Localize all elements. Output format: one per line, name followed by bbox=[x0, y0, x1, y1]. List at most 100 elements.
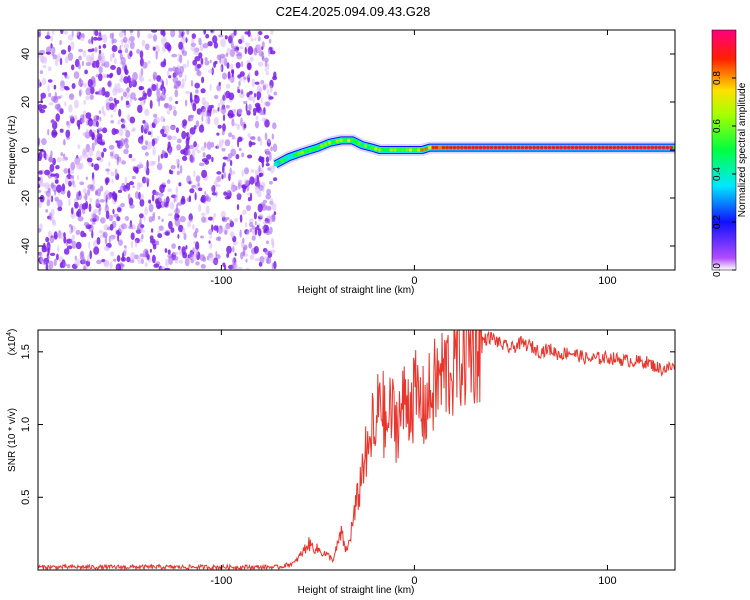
track-core-point bbox=[616, 145, 620, 150]
noise-blob bbox=[259, 138, 263, 146]
noise-blob bbox=[125, 143, 130, 149]
noise-blob bbox=[199, 112, 205, 117]
noise-blob bbox=[103, 260, 110, 268]
noise-blob bbox=[244, 167, 249, 175]
noise-blob bbox=[130, 252, 136, 261]
noise-blob bbox=[110, 120, 115, 124]
noise-blob bbox=[113, 258, 117, 262]
noise-blob bbox=[85, 176, 89, 180]
noise-blob bbox=[262, 84, 267, 91]
top-x-axis-label: Height of straight line (km) bbox=[298, 285, 415, 296]
y-tick-label: -40 bbox=[20, 238, 32, 254]
noise-blob bbox=[67, 190, 71, 199]
noise-blob bbox=[100, 217, 106, 224]
noise-blob bbox=[60, 49, 67, 55]
noise-blob bbox=[124, 69, 129, 75]
noise-blob bbox=[140, 124, 144, 134]
noise-blob bbox=[170, 30, 176, 38]
noise-blob bbox=[256, 224, 260, 231]
noise-blob bbox=[224, 139, 231, 147]
noise-blob bbox=[91, 133, 95, 141]
noise-blob bbox=[268, 180, 273, 185]
noise-blob bbox=[218, 139, 223, 148]
noise-blob bbox=[118, 239, 123, 246]
noise-blob bbox=[127, 75, 131, 84]
noise-blob bbox=[69, 225, 76, 232]
noise-blob bbox=[260, 79, 263, 86]
noise-blob bbox=[94, 47, 98, 53]
track-core-point bbox=[593, 145, 598, 150]
noise-blob bbox=[245, 103, 248, 112]
noise-blob bbox=[38, 251, 43, 257]
noise-blob bbox=[128, 153, 133, 159]
noise-blob bbox=[123, 43, 130, 49]
y-exponent-label: (x104) bbox=[6, 329, 18, 356]
noise-blob bbox=[255, 115, 259, 121]
colorbar-tick-label: 0.0 bbox=[712, 263, 723, 277]
noise-blob bbox=[248, 221, 254, 228]
noise-blob bbox=[59, 86, 65, 92]
noise-blob bbox=[83, 148, 88, 154]
colorbar-ticks: 0.0 0.2 0.4 0.6 0.8 bbox=[712, 71, 736, 277]
noise-blob bbox=[256, 91, 262, 99]
noise-blob bbox=[187, 221, 192, 228]
noise-blob bbox=[121, 40, 124, 47]
noise-blob bbox=[217, 143, 220, 149]
noise-blob bbox=[237, 181, 241, 190]
noise-blob bbox=[120, 95, 124, 101]
track-core-point bbox=[377, 148, 382, 152]
noise-blob bbox=[157, 135, 160, 141]
noise-blob bbox=[181, 36, 187, 40]
noise-blob bbox=[267, 89, 270, 95]
noise-blob bbox=[191, 33, 196, 39]
noise-blob bbox=[38, 170, 43, 175]
noise-blob bbox=[50, 195, 54, 203]
track-core-point bbox=[283, 157, 288, 161]
noise-blob bbox=[185, 90, 191, 95]
x-tick-label: 100 bbox=[598, 275, 616, 287]
noise-blob bbox=[169, 201, 175, 210]
noise-blob bbox=[151, 30, 158, 33]
noise-blob bbox=[248, 90, 253, 95]
noise-blob bbox=[156, 162, 163, 171]
noise-blob bbox=[184, 74, 187, 82]
noise-blob bbox=[38, 103, 43, 111]
track-core-point bbox=[441, 145, 446, 150]
noise-blob bbox=[64, 176, 69, 185]
noise-blob bbox=[245, 267, 251, 270]
noise-blob bbox=[141, 39, 146, 47]
noise-blob bbox=[54, 189, 57, 196]
noise-blob bbox=[70, 41, 75, 51]
noise-blob bbox=[246, 110, 251, 116]
noise-blob bbox=[140, 193, 144, 201]
noise-blob bbox=[96, 37, 103, 41]
track-core-point bbox=[323, 142, 328, 147]
noise-blob bbox=[56, 200, 60, 206]
colorbar-tick-label: 0.2 bbox=[712, 215, 723, 229]
noise-blob bbox=[87, 184, 94, 190]
track-core-point bbox=[277, 160, 281, 165]
noise-blob bbox=[170, 170, 174, 175]
noise-blob bbox=[83, 265, 87, 270]
noise-blob bbox=[191, 149, 196, 158]
noise-blob bbox=[79, 251, 84, 260]
noise-blob bbox=[250, 38, 254, 42]
noise-blob bbox=[60, 30, 64, 35]
noise-blob bbox=[134, 239, 138, 248]
noise-blob bbox=[144, 262, 148, 268]
noise-blob bbox=[77, 144, 81, 149]
noise-blob bbox=[147, 88, 152, 97]
noise-blob bbox=[208, 240, 211, 244]
noise-blob bbox=[39, 182, 46, 187]
noise-blob bbox=[138, 182, 143, 188]
noise-blob bbox=[89, 250, 92, 260]
noise-blob bbox=[147, 60, 151, 64]
noise-blob bbox=[197, 182, 200, 187]
top-axis-ticks: -100 0 100 -40 -20 0 20 40 bbox=[20, 30, 675, 287]
noise-blob bbox=[198, 52, 203, 59]
noise-blob bbox=[205, 116, 208, 125]
noise-blob bbox=[67, 45, 71, 53]
noise-blob bbox=[98, 110, 102, 114]
noise-blob bbox=[111, 37, 114, 45]
noise-blob bbox=[100, 52, 105, 58]
